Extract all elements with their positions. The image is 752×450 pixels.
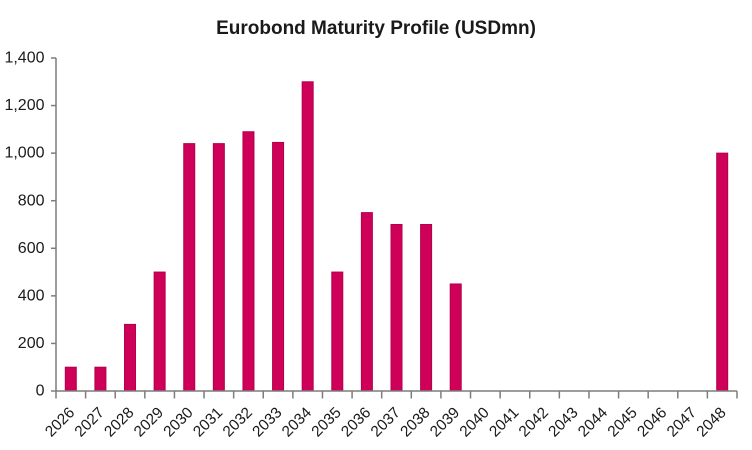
svg-text:1,400: 1,400 [4,50,44,67]
svg-text:2045: 2045 [605,404,641,440]
svg-text:600: 600 [18,240,45,257]
svg-text:2043: 2043 [545,404,581,440]
svg-text:2044: 2044 [575,404,612,441]
svg-text:2027: 2027 [72,404,108,440]
svg-text:2041: 2041 [486,404,522,440]
svg-text:2028: 2028 [101,404,137,440]
svg-text:2031: 2031 [190,404,226,440]
svg-text:2042: 2042 [516,404,552,440]
svg-text:2048: 2048 [693,404,729,440]
svg-text:Eurobond Maturity Profile (USD: Eurobond Maturity Profile (USDmn) [216,18,536,39]
svg-text:2033: 2033 [249,404,285,440]
svg-text:2047: 2047 [664,404,700,440]
svg-text:2034: 2034 [279,404,316,441]
svg-text:2036: 2036 [338,404,374,440]
svg-text:2026: 2026 [42,404,78,440]
svg-text:2038: 2038 [397,404,433,440]
svg-text:400: 400 [18,287,45,304]
svg-text:2029: 2029 [131,404,167,440]
svg-text:800: 800 [18,192,45,209]
svg-text:2039: 2039 [427,404,463,440]
svg-text:1,200: 1,200 [4,97,44,114]
svg-text:200: 200 [18,335,45,352]
svg-text:2037: 2037 [368,404,404,440]
svg-text:0: 0 [36,383,45,400]
svg-text:1,000: 1,000 [4,145,44,162]
svg-text:2032: 2032 [220,404,256,440]
svg-text:2030: 2030 [160,404,196,440]
svg-text:2040: 2040 [457,404,493,440]
svg-text:2035: 2035 [308,404,344,440]
svg-text:2046: 2046 [634,404,670,440]
